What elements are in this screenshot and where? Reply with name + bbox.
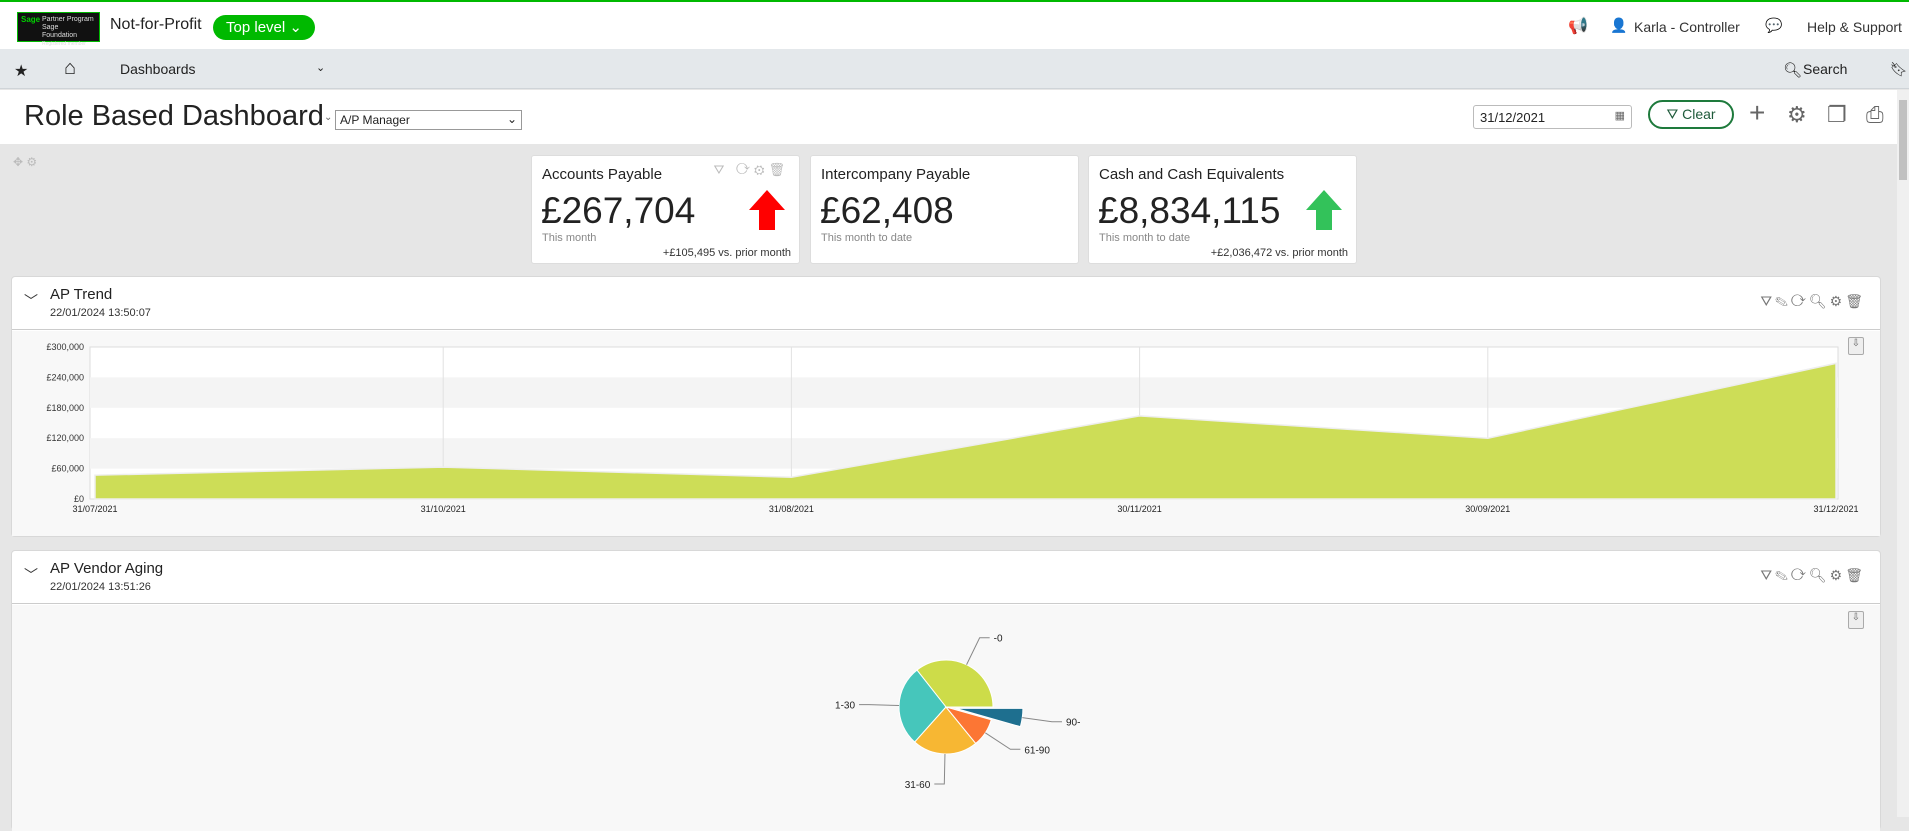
bookmark-icon[interactable]: 🔖︎ — [1890, 61, 1908, 78]
announcements-icon[interactable]: 📢 — [1568, 16, 1588, 36]
role-select[interactable]: A/P Manager ⌄ — [335, 110, 522, 130]
home-icon[interactable]: ⌂ — [64, 57, 76, 80]
panel-timestamp: 22/01/2024 13:50:07 — [50, 307, 151, 319]
ap-trend-panel: ﹀ AP Trend 22/01/2024 13:50:07 ⛛✎⟳🔍︎⚙🗑︎ … — [11, 276, 1881, 537]
trend-up-arrow-icon — [1304, 188, 1344, 232]
print-icon[interactable]: ⎙ — [1866, 102, 1884, 128]
add-icon[interactable]: + — [1749, 97, 1765, 129]
kpi-card-icons[interactable]: ⛛ ⟳⚙🗑︎ — [714, 162, 790, 178]
kpi-card-accounts-payable[interactable]: Accounts Payable ⛛ ⟳⚙🗑︎ £267,704 This mo… — [531, 155, 800, 264]
nav-bar: ★ ⌂ Dashboards ⌄ 🔍︎ Search 🔖︎ — [0, 49, 1909, 89]
chart-area: ⇩ — [12, 331, 1880, 536]
clear-label: Clear — [1682, 106, 1715, 122]
scrollbar-thumb[interactable] — [1899, 100, 1907, 180]
kpi-value: £8,834,115 — [1098, 190, 1280, 232]
download-icon[interactable]: ⇩ — [1848, 611, 1864, 629]
calendar-icon[interactable]: ▦ — [1615, 109, 1625, 122]
kpi-card-intercompany-payable[interactable]: Intercompany Payable £62,408 This month … — [810, 155, 1079, 264]
role-select-value: A/P Manager — [340, 113, 410, 127]
kpi-title: Cash and Cash Equivalents — [1099, 166, 1284, 183]
kpi-subtitle: This month to date — [821, 232, 912, 244]
kpi-value: £267,704 — [541, 190, 695, 232]
chart-area: ⇩ — [12, 605, 1880, 831]
as-of-date-input[interactable]: 31/12/2021 ▦ — [1473, 105, 1632, 129]
clear-filter-button[interactable]: ⛛ Clear — [1648, 100, 1734, 129]
title-chevron-icon[interactable]: ⌄ — [324, 112, 332, 123]
panel-actions-icons[interactable]: ⛛✎⟳🔍︎⚙🗑︎ — [1760, 567, 1866, 584]
panel-title: AP Vendor Aging — [50, 560, 163, 577]
filter-icon: ⛛ — [1666, 106, 1682, 122]
kpi-comparison: +£2,036,472 vs. prior month — [1211, 247, 1348, 259]
trend-up-arrow-icon — [747, 188, 787, 232]
kpi-title: Intercompany Payable — [821, 166, 970, 183]
page-scrollbar[interactable] — [1897, 90, 1909, 817]
panel-timestamp: 22/01/2024 13:51:26 — [50, 581, 151, 593]
panel-title: AP Trend — [50, 286, 112, 303]
ap-vendor-aging-panel: ﹀ AP Vendor Aging 22/01/2024 13:51:26 ⛛✎… — [11, 550, 1881, 830]
kpi-subtitle: This month to date — [1099, 232, 1190, 244]
search-icon[interactable]: 🔍︎ — [1783, 61, 1802, 79]
settings-gear-icon[interactable]: ⚙ — [1787, 102, 1807, 128]
kpi-comparison: +£105,495 vs. prior month — [663, 247, 791, 259]
kpi-card-cash-equivalents[interactable]: Cash and Cash Equivalents £8,834,115 Thi… — [1088, 155, 1357, 264]
user-menu[interactable]: Karla - Controller — [1634, 19, 1740, 35]
help-support-link[interactable]: Help & Support — [1807, 19, 1902, 35]
download-icon[interactable]: ⇩ — [1848, 337, 1864, 355]
chevron-down-icon[interactable]: ⌄ — [316, 61, 325, 74]
organization-name: Not-for-Profit — [110, 16, 202, 34]
favorites-star-icon[interactable]: ★ — [14, 61, 28, 81]
user-icon[interactable]: 👤 — [1610, 17, 1627, 34]
entity-level-button[interactable]: Top level ⌄ — [213, 15, 315, 40]
search-button[interactable]: Search — [1803, 61, 1847, 77]
panel-header: ﹀ AP Trend 22/01/2024 13:50:07 ⛛✎⟳🔍︎⚙🗑︎ — [12, 277, 1880, 330]
dashboard-header: Role Based Dashboard ⌄ A/P Manager ⌄ 31/1… — [0, 90, 1897, 144]
chat-alert-icon[interactable]: 💬 — [1765, 17, 1782, 34]
kpi-title: Accounts Payable — [542, 166, 662, 183]
page-title: Role Based Dashboard — [24, 100, 324, 133]
panel-header: ﹀ AP Vendor Aging 22/01/2024 13:51:26 ⛛✎… — [12, 551, 1880, 604]
copy-icon[interactable]: ❐ — [1827, 102, 1847, 128]
panel-actions-icons[interactable]: ⛛✎⟳🔍︎⚙🗑︎ — [1760, 293, 1866, 310]
dashboards-menu[interactable]: Dashboards — [120, 61, 196, 77]
kpi-subtitle: This month — [542, 232, 596, 244]
collapse-chevron-icon[interactable]: ﹀ — [24, 291, 38, 311]
collapse-chevron-icon[interactable]: ﹀ — [24, 565, 38, 585]
chevron-down-icon: ⌄ — [507, 112, 517, 126]
date-value: 31/12/2021 — [1480, 110, 1545, 125]
move-layout-icon[interactable]: ✥ ⚙ — [13, 155, 37, 169]
kpi-value: £62,408 — [820, 190, 954, 232]
